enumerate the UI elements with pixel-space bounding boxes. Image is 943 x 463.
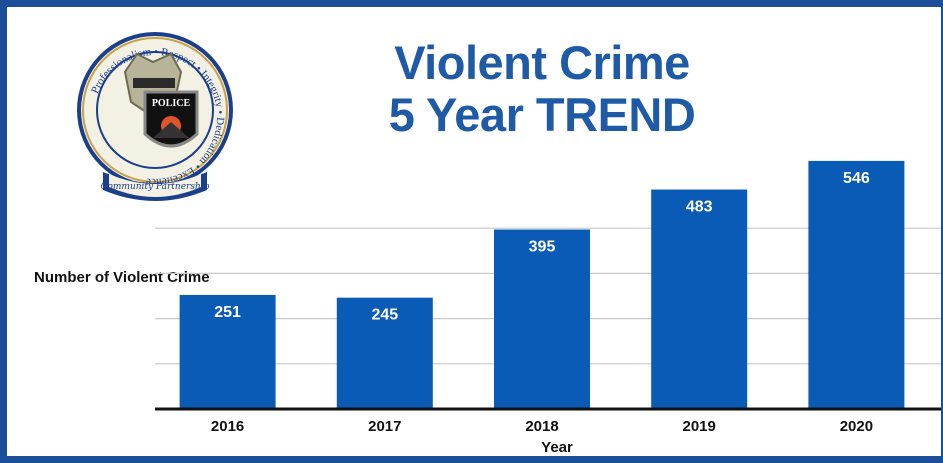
x-tick-labels: 2016 2017 2018 2019 2020 bbox=[211, 418, 873, 435]
community-banner: Community Partnership bbox=[101, 172, 210, 201]
chart-title: Violent Crime 5 Year TREND bbox=[307, 37, 777, 141]
svg-text:Community Partnership: Community Partnership bbox=[101, 182, 210, 192]
x-tick-2020: 2020 bbox=[840, 418, 873, 435]
x-tick-2018: 2018 bbox=[525, 418, 558, 435]
x-tick-2016: 2016 bbox=[211, 418, 244, 435]
bar-chart: 251 245 395 483 546 2016 2017 2018 2019 2020 bbox=[155, 160, 941, 435]
bars: 251 245 395 483 546 bbox=[179, 160, 905, 409]
data-label-2018: 395 bbox=[529, 239, 556, 256]
data-label-2019: 483 bbox=[686, 199, 713, 216]
police-shield-icon: POLICE bbox=[143, 90, 199, 148]
bar-2020 bbox=[808, 160, 905, 409]
bar-2018 bbox=[494, 229, 590, 409]
x-tick-2017: 2017 bbox=[368, 418, 401, 435]
data-label-2016: 251 bbox=[214, 304, 241, 321]
svg-text:POLICE: POLICE bbox=[152, 98, 191, 109]
police-badge-logo: Professionalism • Respect • Integrity • … bbox=[75, 22, 235, 212]
bar-2017 bbox=[336, 297, 433, 409]
bar-2016 bbox=[179, 294, 276, 409]
chart-title-line-1: Violent Crime bbox=[394, 36, 690, 89]
x-axis-label: Year bbox=[541, 439, 573, 456]
data-label-2020: 546 bbox=[843, 170, 870, 187]
bar-2019 bbox=[651, 189, 748, 409]
data-label-2017: 245 bbox=[371, 307, 398, 324]
x-tick-2019: 2019 bbox=[683, 418, 716, 435]
chart-title-line-2: 5 Year TREND bbox=[388, 88, 696, 141]
